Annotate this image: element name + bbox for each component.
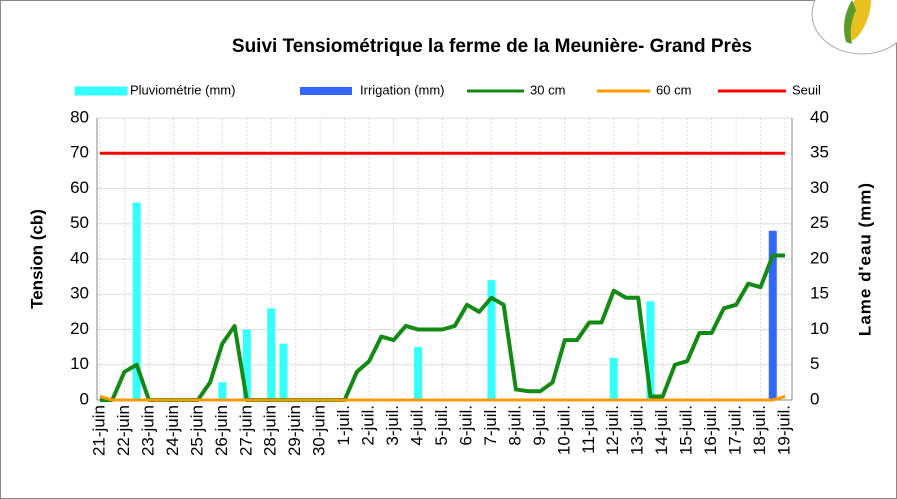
- chart-title: Suivi Tensiométrique la ferme de la Meun…: [232, 36, 752, 57]
- legend-label: Seuil: [792, 82, 821, 97]
- legend-swatch: [75, 87, 127, 95]
- x-tick-label: 28-juin: [261, 405, 280, 456]
- x-tick-label: 2-juil.: [359, 405, 378, 446]
- x-tick-label: 14-juil.: [652, 405, 671, 455]
- x-tick-label: 26-juin: [212, 405, 231, 456]
- y-tick-label: 30: [70, 284, 89, 303]
- bar: [218, 382, 226, 400]
- legend-label: 30 cm: [530, 82, 565, 97]
- y2-tick-label: 5: [810, 354, 819, 373]
- x-tick-label: 8-juil.: [505, 405, 524, 446]
- y2-tick-label: 35: [810, 143, 829, 162]
- page: {"chart_data": {"type": "combo", "title"…: [0, 0, 897, 499]
- bar: [267, 308, 275, 400]
- y2-tick-label: 15: [810, 284, 829, 303]
- x-tick-label: 4-juil.: [408, 405, 427, 446]
- y2-tick-label: 10: [810, 319, 829, 338]
- x-tick-label: 22-juin: [114, 405, 133, 456]
- x-tick-label: 6-juil.: [456, 405, 475, 446]
- x-tick-label: 5-juil.: [432, 405, 451, 446]
- y2-tick-label: 40: [810, 107, 829, 126]
- x-tick-label: 17-juil.: [726, 405, 745, 455]
- x-tick-label: 23-juin: [138, 405, 157, 456]
- x-tick-label: 29-juin: [285, 405, 304, 456]
- x-tick-label: 1-juil.: [334, 405, 353, 446]
- y-tick-label: 60: [70, 178, 89, 197]
- y-tick-label: 80: [70, 107, 89, 126]
- y2-tick-label: 25: [810, 213, 829, 232]
- x-tick-label: 24-juin: [163, 405, 182, 456]
- bar: [279, 344, 287, 400]
- y-tick-label: 10: [70, 354, 89, 373]
- bar: [610, 358, 618, 400]
- legend-label: 60 cm: [656, 82, 691, 97]
- x-tick-label: 7-juil.: [481, 405, 500, 446]
- y-tick-label: 0: [80, 389, 89, 408]
- x-tick-label: 27-juin: [236, 405, 255, 456]
- x-tick-label: 16-juil.: [701, 405, 720, 455]
- y-tick-label: 70: [70, 143, 89, 162]
- legend-label: Pluviométrie (mm): [130, 82, 235, 97]
- x-tick-label: 3-juil.: [383, 405, 402, 446]
- x-tick-label: 19-juil.: [774, 405, 793, 455]
- x-tick-label: 9-juil.: [530, 405, 549, 446]
- y-tick-label: 50: [70, 213, 89, 232]
- x-tick-label: 21-juin: [89, 405, 108, 456]
- y2-tick-label: 30: [810, 178, 829, 197]
- y2-axis-label: Lame d'eau (mm): [855, 182, 874, 336]
- y-tick-label: 40: [70, 248, 89, 267]
- y2-tick-label: 20: [810, 248, 829, 267]
- legend-swatch: [300, 87, 352, 95]
- x-tick-label: 10-juil.: [554, 405, 573, 455]
- x-tick-label: 12-juil.: [603, 405, 622, 455]
- x-tick-label: 11-juil.: [579, 405, 598, 454]
- bar: [414, 347, 422, 400]
- x-tick-label: 30-juin: [310, 405, 329, 456]
- legend-label: Irrigation (mm): [360, 82, 445, 97]
- y-axis-label: Tension (cb): [27, 209, 46, 309]
- chart: Suivi Tensiométrique la ferme de la Meun…: [0, 0, 897, 499]
- y-tick-label: 20: [70, 319, 89, 338]
- x-tick-label: 13-juil.: [628, 405, 647, 455]
- x-tick-label: 25-juin: [187, 405, 206, 456]
- x-tick-label: 15-juil.: [677, 405, 696, 455]
- y2-tick-label: 0: [810, 389, 819, 408]
- x-tick-label: 18-juil.: [750, 405, 769, 455]
